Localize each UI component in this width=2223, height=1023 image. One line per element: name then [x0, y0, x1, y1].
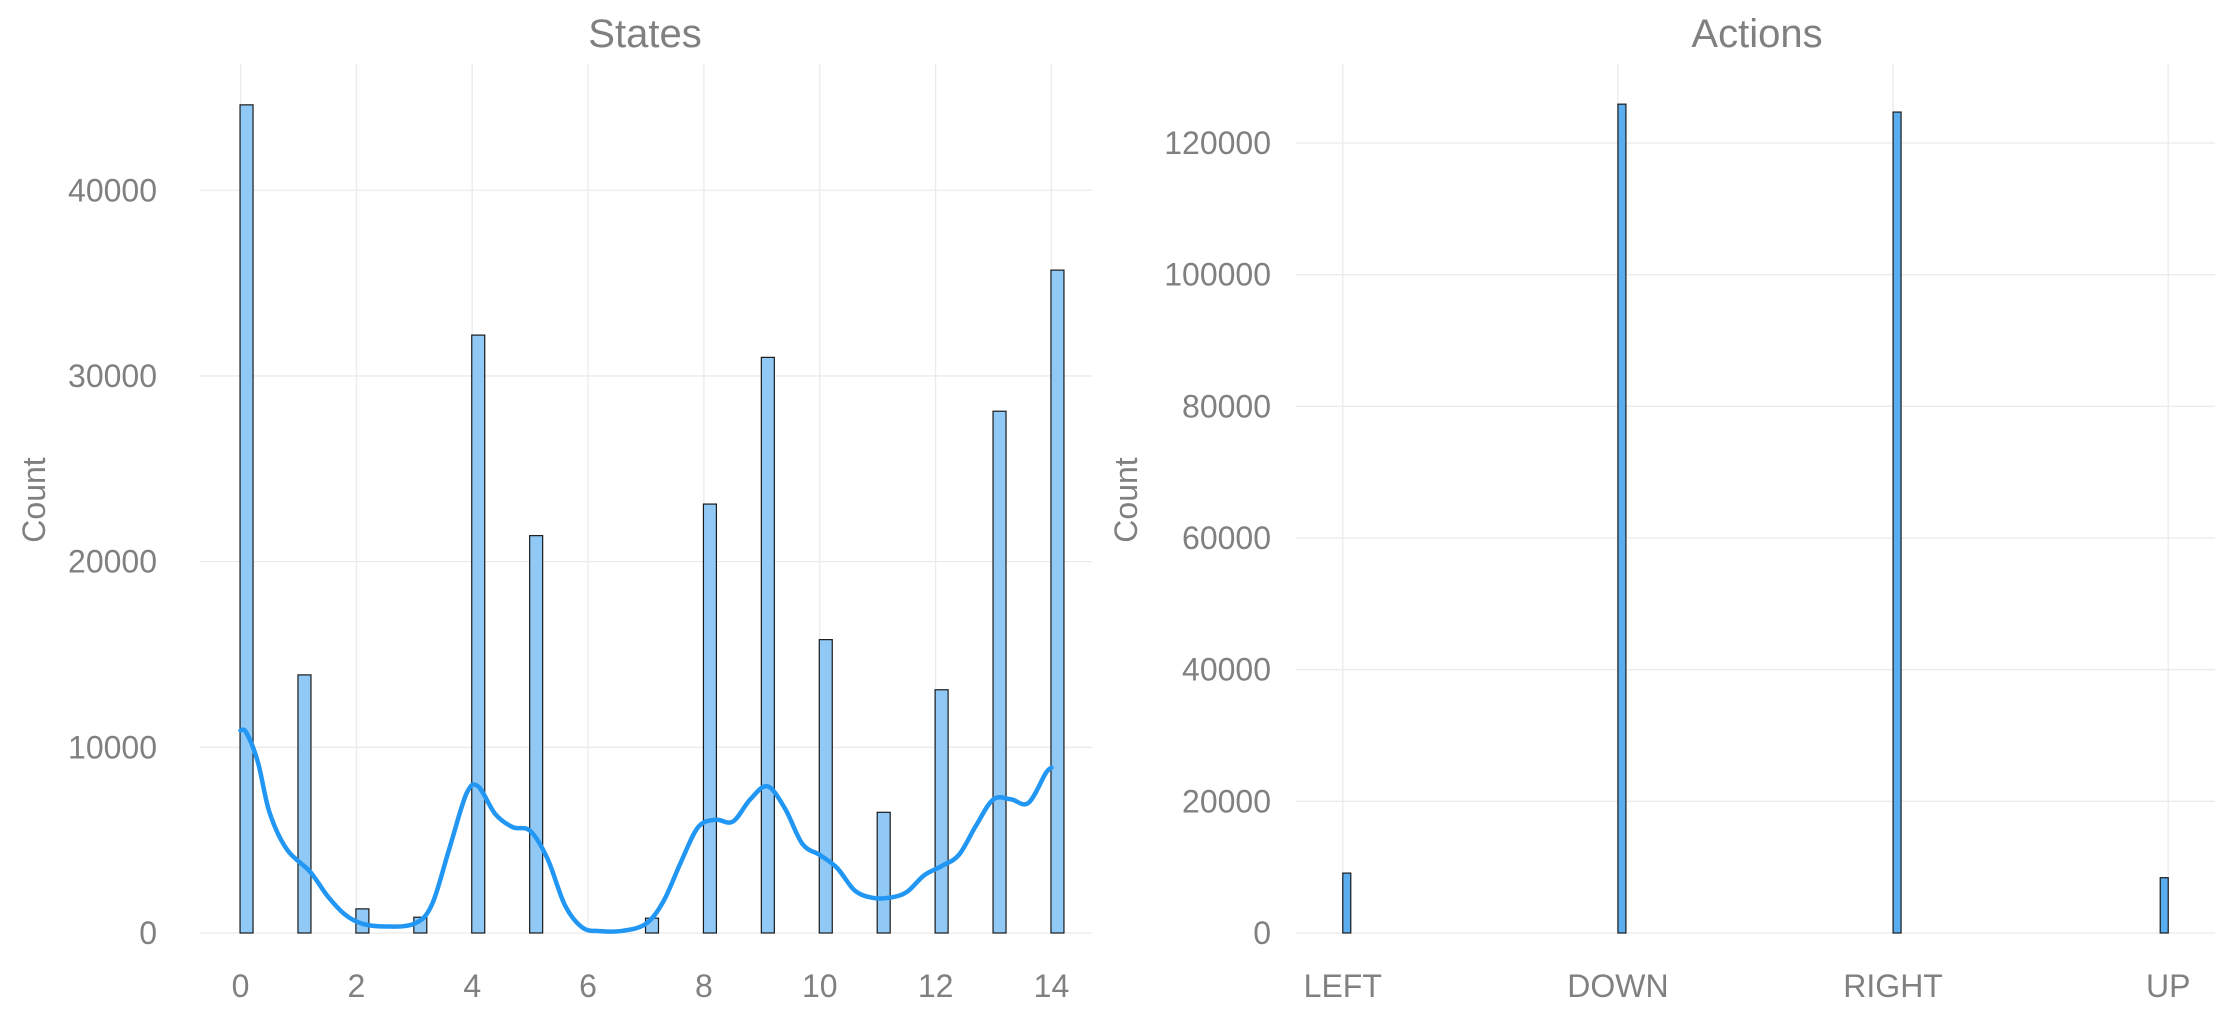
states-histogram: 0 2 4 6 8 10 12 14 0 10000 20000 30000 40000 States…: [16, 12, 1092, 1004]
states-y-tick-10000: 10000: [68, 729, 157, 765]
actions-chart-title: Actions: [1691, 12, 1822, 56]
states-bar-12: [934, 689, 949, 934]
states-x-tick-14: 14: [1034, 968, 1070, 1004]
states-y-tick-40000: 40000: [68, 172, 157, 208]
actions-gridlines: [1296, 64, 2215, 934]
actions-histogram: LEFT DOWN RIGHT UP 0 20000 40000 60000 80000 100…: [1108, 12, 2215, 1004]
actions-bar-right: [1892, 111, 1902, 934]
states-y-tick-0: 0: [139, 915, 157, 951]
actions-y-tick-60000: 60000: [1182, 520, 1271, 556]
actions-x-tick-right: RIGHT: [1843, 968, 1943, 1004]
actions-bar-up: [2159, 877, 2169, 934]
states-chart-title: States: [588, 12, 701, 56]
states-y-tick-20000: 20000: [68, 544, 157, 580]
states-bar-0: [239, 104, 254, 934]
states-bar-14: [1050, 269, 1065, 934]
states-x-tick-2: 2: [347, 968, 365, 1004]
states-y-tick-labels: 0 10000 20000 30000 40000: [68, 172, 157, 951]
states-bar-4: [471, 334, 486, 934]
states-bar-5: [529, 535, 544, 934]
actions-y-tick-0: 0: [1253, 915, 1271, 951]
actions-bar-down: [1617, 103, 1627, 934]
states-x-tick-10: 10: [802, 968, 838, 1004]
actions-y-axis-label: Count: [1108, 457, 1144, 543]
actions-x-tick-labels: LEFT DOWN RIGHT UP: [1304, 968, 2191, 1004]
actions-bar-left: [1342, 872, 1352, 934]
actions-y-tick-100000: 100000: [1164, 257, 1271, 293]
actions-y-tick-120000: 120000: [1164, 125, 1271, 161]
states-bar-10: [818, 639, 833, 934]
states-x-tick-0: 0: [232, 968, 250, 1004]
states-x-tick-12: 12: [918, 968, 954, 1004]
states-bar-13: [992, 410, 1007, 934]
states-bars: [239, 104, 1065, 934]
states-y-tick-30000: 30000: [68, 358, 157, 394]
states-gridlines: [200, 64, 1092, 934]
actions-x-tick-up: UP: [2146, 968, 2190, 1004]
actions-x-tick-down: DOWN: [1567, 968, 1668, 1004]
actions-y-tick-40000: 40000: [1182, 652, 1271, 688]
states-bar-11: [876, 811, 891, 934]
actions-x-tick-left: LEFT: [1304, 968, 1382, 1004]
states-x-tick-labels: 0 2 4 6 8 10 12 14: [232, 968, 1070, 1004]
states-bar-8: [702, 503, 718, 934]
actions-y-tick-20000: 20000: [1182, 783, 1271, 819]
states-x-tick-6: 6: [579, 968, 597, 1004]
states-kde-curve: [238, 727, 1054, 934]
actions-y-tick-80000: 80000: [1182, 388, 1271, 424]
states-bar-9: [760, 356, 775, 934]
actions-y-tick-labels: 0 20000 40000 60000 80000 100000 120000: [1164, 125, 1271, 951]
states-x-tick-4: 4: [463, 968, 481, 1004]
actions-bars: [1342, 103, 2169, 934]
states-x-tick-8: 8: [695, 968, 713, 1004]
states-bar-1: [297, 674, 312, 934]
states-y-axis-label: Count: [16, 457, 52, 543]
